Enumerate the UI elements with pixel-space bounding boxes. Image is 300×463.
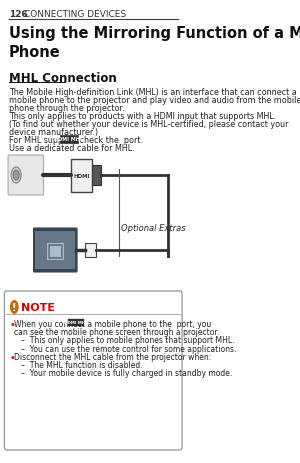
FancyBboxPatch shape [4,291,182,450]
Circle shape [11,168,21,184]
Text: Using the Mirroring Function of a Mobile
Phone: Using the Mirroring Function of a Mobile… [9,26,300,59]
Text: CONNECTING DEVICES: CONNECTING DEVICES [24,10,126,19]
Text: Disconnect the MHL cable from the projector when:: Disconnect the MHL cable from the projec… [14,352,211,361]
FancyBboxPatch shape [68,319,84,326]
Text: –  This only applies to mobile phones that support MHL.: – This only applies to mobile phones tha… [14,336,235,344]
Text: HDMI MHL: HDMI MHL [55,137,83,142]
FancyBboxPatch shape [35,232,75,269]
Text: (To find out whether your device is MHL-certified, please contact your: (To find out whether your device is MHL-… [9,120,288,129]
FancyBboxPatch shape [34,229,77,272]
Circle shape [13,171,19,181]
Text: HDMI MHL: HDMI MHL [64,321,88,325]
Text: device manufacturer.): device manufacturer.) [9,128,98,137]
FancyBboxPatch shape [92,165,101,186]
Text: !: ! [12,302,16,313]
Text: phone through the projector.: phone through the projector. [9,104,124,113]
Text: This only applies to products with a HDMI input that supports MHL.: This only applies to products with a HDM… [9,112,276,121]
FancyBboxPatch shape [71,159,92,192]
Text: HDMI: HDMI [73,173,90,178]
Text: –  The MHL function is disabled.: – The MHL function is disabled. [14,360,143,369]
Text: The Mobile High-definition Link (MHL) is an interface that can connect a: The Mobile High-definition Link (MHL) is… [9,88,296,97]
Text: can see the mobile phone screen through a projector.: can see the mobile phone screen through … [14,327,220,337]
Text: When you connect a mobile phone to the  port, you: When you connect a mobile phone to the p… [14,319,211,328]
Text: mobile phone to the projector and play video and audio from the mobile: mobile phone to the projector and play v… [9,96,300,105]
Text: Use a dedicated cable for MHL.: Use a dedicated cable for MHL. [9,144,134,153]
FancyBboxPatch shape [60,135,78,143]
Text: Optional Extras: Optional Extras [121,224,186,232]
Text: •: • [10,352,16,362]
Text: –  Your mobile device is fully charged in standby mode.: – Your mobile device is fully charged in… [14,369,232,377]
Text: MHL Connection: MHL Connection [9,72,116,85]
Text: •: • [10,319,16,329]
Text: –  You can use the remote control for some applications.: – You can use the remote control for som… [14,344,237,353]
Circle shape [10,300,19,314]
Text: For MHL support, check the  port.: For MHL support, check the port. [9,136,143,144]
FancyBboxPatch shape [85,243,97,258]
Text: ▣: ▣ [45,240,66,260]
Text: 126: 126 [9,10,27,19]
Text: NOTE: NOTE [21,302,55,313]
FancyBboxPatch shape [8,156,44,195]
